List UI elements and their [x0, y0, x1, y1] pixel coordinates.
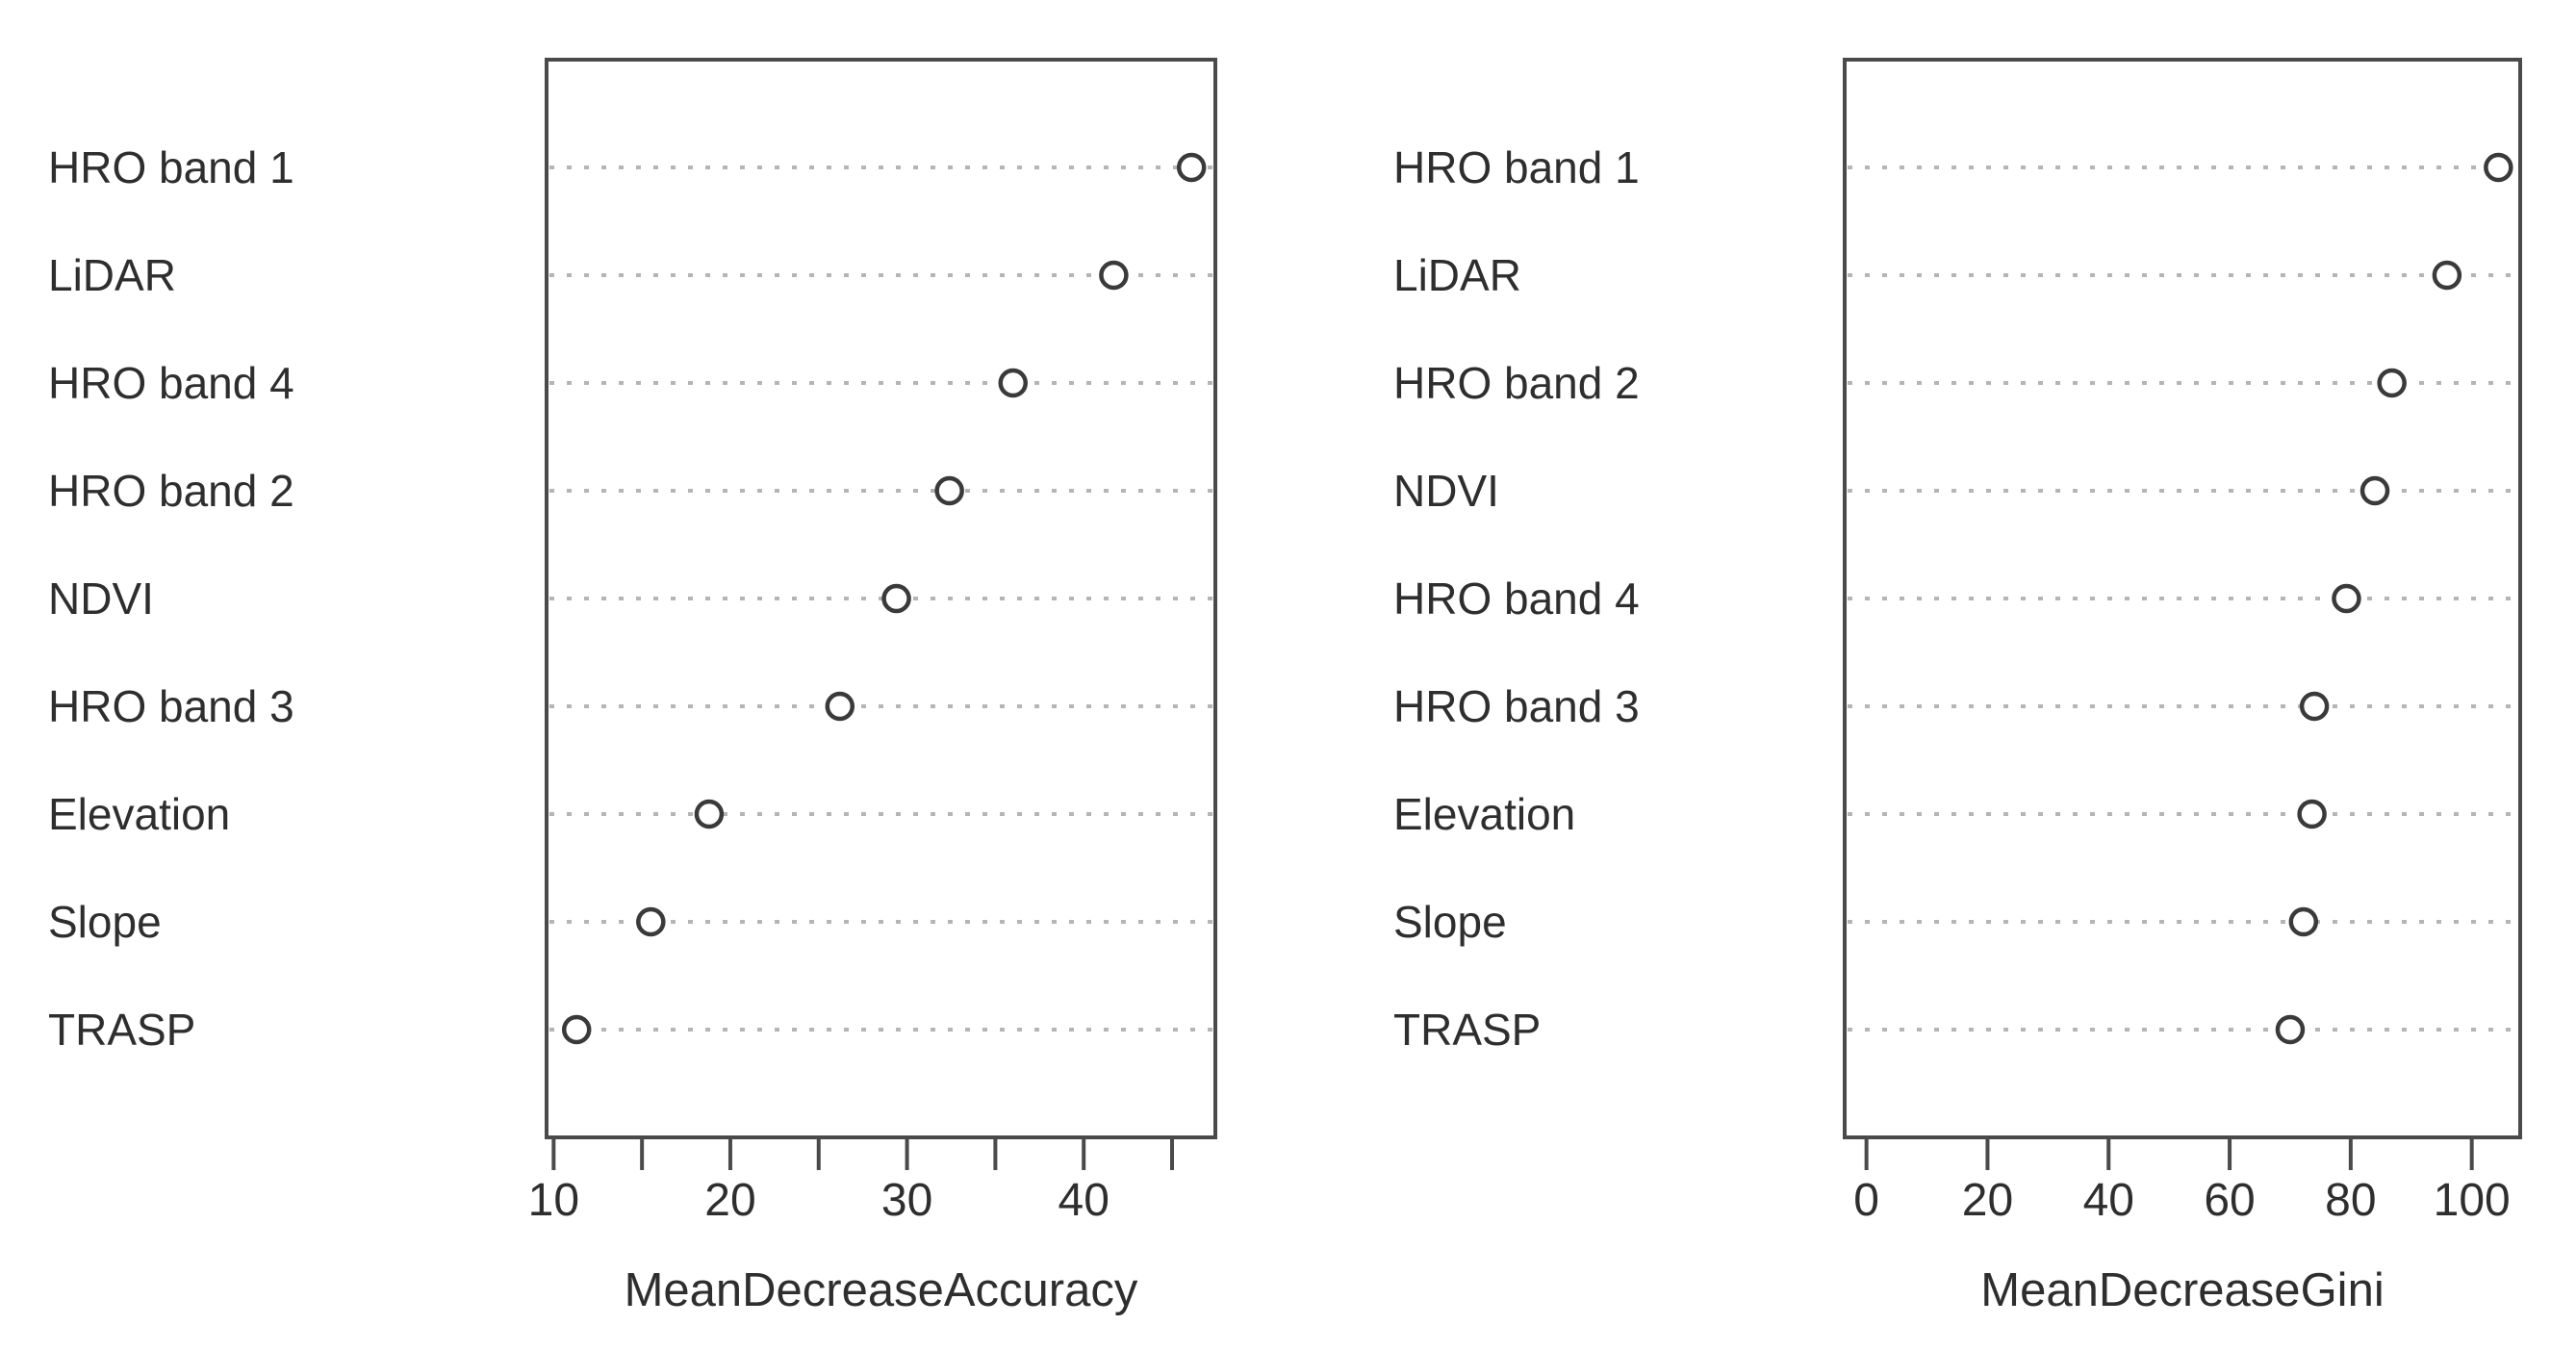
category-label: NDVI	[1393, 466, 1499, 516]
data-point	[1176, 152, 1207, 183]
category-label: HRO band 2	[1393, 358, 1640, 408]
data-point	[694, 799, 725, 829]
data-point	[2299, 691, 2330, 722]
x-tick-label: 20	[1962, 1175, 2013, 1226]
category-label: TRASP	[1393, 1005, 1541, 1055]
plot-box	[545, 58, 1217, 1139]
data-point	[881, 583, 911, 614]
category-label: HRO band 4	[48, 358, 294, 408]
category-label: Elevation	[1393, 789, 1575, 839]
data-point	[2377, 368, 2407, 398]
data-point	[825, 691, 855, 722]
data-point	[2288, 906, 2319, 937]
plot-box	[1843, 58, 2522, 1139]
category-label: HRO band 1	[1393, 142, 1640, 192]
data-point	[2297, 799, 2327, 829]
x-tick-label: 100	[2434, 1175, 2511, 1226]
data-point	[934, 475, 964, 506]
category-label: TRASP	[48, 1005, 195, 1055]
category-label: HRO band 3	[48, 681, 294, 731]
data-point	[2332, 583, 2361, 614]
x-tick-label: 40	[2083, 1175, 2134, 1226]
category-label: Slope	[1393, 897, 1507, 947]
category-label: HRO band 2	[48, 466, 294, 516]
x-tick-label: 60	[2204, 1175, 2255, 1226]
data-point	[1099, 260, 1129, 291]
category-label: LiDAR	[48, 250, 176, 300]
x-tick-label: 10	[528, 1175, 579, 1226]
data-point	[998, 368, 1029, 398]
data-point	[2359, 475, 2390, 506]
data-point	[561, 1014, 592, 1045]
category-label: HRO band 1	[48, 142, 294, 192]
x-tick-label: 30	[881, 1175, 932, 1226]
category-label: Elevation	[48, 789, 230, 839]
x-axis-title-accuracy: MeanDecreaseAccuracy	[624, 1264, 1138, 1316]
x-tick-label: 40	[1058, 1175, 1109, 1226]
category-label: NDVI	[48, 574, 154, 624]
x-tick-label: 20	[704, 1175, 755, 1226]
x-tick-label: 0	[1853, 1175, 1879, 1226]
category-label: LiDAR	[1393, 250, 1521, 300]
category-label: Slope	[48, 897, 162, 947]
data-point	[2432, 260, 2462, 291]
x-tick-label: 80	[2325, 1175, 2376, 1226]
x-axis-title-gini: MeanDecreaseGini	[1980, 1264, 2385, 1316]
data-point	[2484, 152, 2513, 183]
category-label: HRO band 4	[1393, 574, 1640, 624]
data-point	[2275, 1014, 2306, 1045]
category-label: HRO band 3	[1393, 681, 1640, 731]
data-point	[636, 906, 666, 937]
